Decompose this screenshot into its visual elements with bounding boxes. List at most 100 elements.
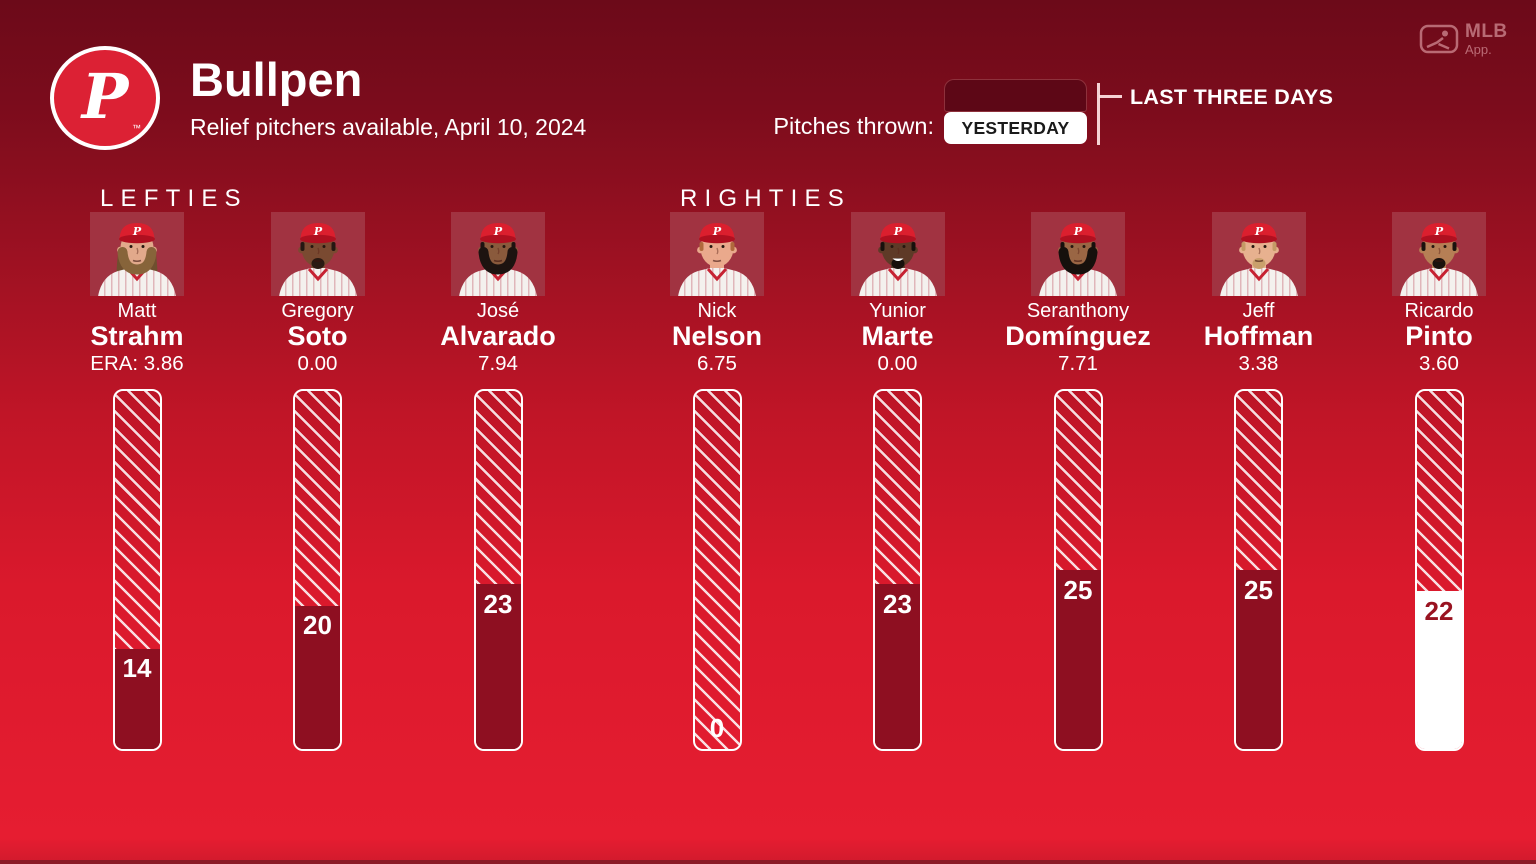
pitcher-first-name: Seranthony: [1026, 300, 1130, 322]
legend-last-three-days-label: LAST THREE DAYS: [1130, 85, 1334, 109]
mlb-app-text: MLB: [1465, 21, 1508, 42]
pitcher-card: P Ricardo Pinto 3.60 22: [1364, 212, 1514, 751]
player-photo-svg: P: [451, 212, 545, 296]
legend-yesterday-segment: YESTERDAY: [944, 112, 1087, 144]
pitcher-last-name: Soto: [287, 321, 348, 351]
pitcher-cards-row: P Nick Nelson 6.75 0 P Yunior Marte 0.00…: [642, 212, 1514, 751]
player-photo-svg: P: [90, 212, 184, 296]
pitcher-card: P Seranthony Domínguez 7.71 25: [1003, 212, 1153, 751]
pitch-count-label: 25: [1244, 574, 1273, 605]
pitch-bar-fill: [475, 584, 521, 749]
player-photo: P: [90, 212, 184, 296]
mlb-app-wordmark: MLB App.: [1465, 22, 1508, 56]
pitcher-cards-row: P Matt Strahm ERA: 3.86 14 P Gregory Sot…: [62, 212, 573, 751]
pitcher-first-name: Matt: [117, 300, 157, 322]
svg-text:P: P: [312, 225, 322, 238]
pitch-bar-fill: [1236, 570, 1281, 749]
pitcher-card: P Yunior Marte 0.00 23: [823, 212, 973, 751]
pitch-count-label: 22: [1424, 595, 1454, 626]
section-lefties: LEFTIES P Matt Strahm ERA: 3.86 14 P Gre…: [62, 186, 573, 751]
pitcher-era-value: 0.00: [877, 352, 918, 375]
pitch-bar-fill: [875, 584, 920, 749]
pitch-count-label: 23: [883, 588, 912, 619]
player-photo-svg: P: [850, 212, 945, 296]
pitch-bar-fill: [114, 648, 160, 749]
pitcher-last-name: Hoffman: [1203, 321, 1314, 351]
pitcher-first-name: Jeff: [1242, 300, 1275, 322]
pitcher-card: P Nick Nelson 6.75 0: [642, 212, 792, 751]
pitch-count-label: 25: [1063, 574, 1093, 605]
player-photo: P: [451, 212, 545, 296]
pitcher-last-name: Nelson: [671, 321, 763, 351]
mlb-app-logo: MLB App.: [1419, 22, 1508, 56]
pitcher-card: P Matt Strahm ERA: 3.86 14: [62, 212, 212, 751]
legend-tick: [1099, 95, 1122, 98]
pitcher-first-name: Gregory: [281, 300, 354, 322]
svg-text:P: P: [1253, 225, 1263, 238]
page-subtitle: Relief pitchers available, April 10, 202…: [190, 114, 587, 140]
player-photo-svg: P: [1031, 212, 1125, 296]
pitcher-card: P Jeff Hoffman 3.38 25: [1184, 212, 1334, 751]
pitch-bar: 25: [1053, 389, 1103, 751]
legend-example-bar: YESTERDAY: [944, 79, 1087, 144]
trademark-symbol: ™: [132, 123, 141, 133]
page-title: Bullpen: [190, 53, 363, 106]
player-photo-svg: P: [1211, 212, 1306, 296]
player-photo: P: [1392, 212, 1486, 296]
section-label-righties: RIGHTIES: [680, 185, 851, 212]
pitcher-first-name: Nick: [697, 300, 737, 322]
pitcher-card: P José Alvarado 7.94 23: [423, 212, 573, 751]
pitch-count-label: 0: [709, 713, 725, 743]
pitcher-era-value: 7.71: [1058, 352, 1098, 375]
pitcher-first-name: Ricardo: [1404, 300, 1474, 322]
pitcher-last-name: Strahm: [90, 321, 184, 351]
player-photo-svg: P: [670, 212, 764, 296]
pitcher-era-value: 6.75: [697, 352, 737, 375]
pitch-bar: 0: [692, 389, 742, 751]
pitch-count-label: 14: [122, 653, 152, 684]
pitcher-last-name: Marte: [861, 321, 934, 351]
pitch-count-label: 20: [303, 610, 332, 641]
pitch-bar: 20: [293, 389, 342, 751]
legend-connector-line: [1097, 83, 1100, 145]
pitch-bar: 25: [1234, 389, 1283, 751]
pitcher-last-name: Alvarado: [440, 321, 556, 351]
mlb-app-subtext: App.: [1465, 42, 1492, 57]
team-logo-letter: P: [81, 59, 129, 133]
section-label-lefties: LEFTIES: [100, 185, 248, 212]
pitch-bar: 23: [873, 389, 922, 751]
pitch-bar: 14: [112, 389, 162, 751]
svg-text:P: P: [712, 225, 722, 238]
svg-text:P: P: [892, 225, 902, 238]
player-photo: P: [850, 212, 945, 296]
pitch-bar-fill: [1416, 591, 1462, 749]
mlb-logo-icon: [1419, 24, 1459, 54]
pitcher-first-name: Yunior: [869, 300, 926, 322]
svg-text:P: P: [1073, 225, 1083, 238]
player-photo-svg: P: [1392, 212, 1486, 296]
pitcher-era-value: 3.60: [1419, 352, 1459, 375]
pitch-bar-fill: [1055, 570, 1101, 749]
bottom-edge-strip: [0, 860, 1536, 864]
section-righties: RIGHTIES P Nick Nelson 6.75 0 P Yunior M…: [642, 186, 1514, 751]
svg-text:P: P: [132, 225, 142, 238]
player-photo: P: [1211, 212, 1306, 296]
pitcher-first-name: José: [476, 300, 520, 322]
pitch-bar: 23: [473, 389, 523, 751]
player-photo: P: [1031, 212, 1125, 296]
pitcher-era-value: 0.00: [297, 352, 338, 375]
svg-text:P: P: [1434, 225, 1444, 238]
pitcher-era-value: 7.94: [478, 352, 518, 375]
team-logo: P ™: [50, 46, 160, 150]
legend-last-three-days-segment: [944, 79, 1087, 112]
player-photo: P: [670, 212, 764, 296]
pitch-count-label: 23: [483, 588, 513, 619]
pitcher-era-value: ERA: 3.86: [90, 352, 184, 375]
pitch-bar: 22: [1414, 389, 1464, 751]
player-photo: P: [270, 212, 365, 296]
pitcher-last-name: Domínguez: [1005, 321, 1151, 351]
pitch-bar-fill: [295, 605, 340, 749]
player-photo-svg: P: [270, 212, 365, 296]
pitcher-card: P Gregory Soto 0.00 20: [243, 212, 393, 751]
